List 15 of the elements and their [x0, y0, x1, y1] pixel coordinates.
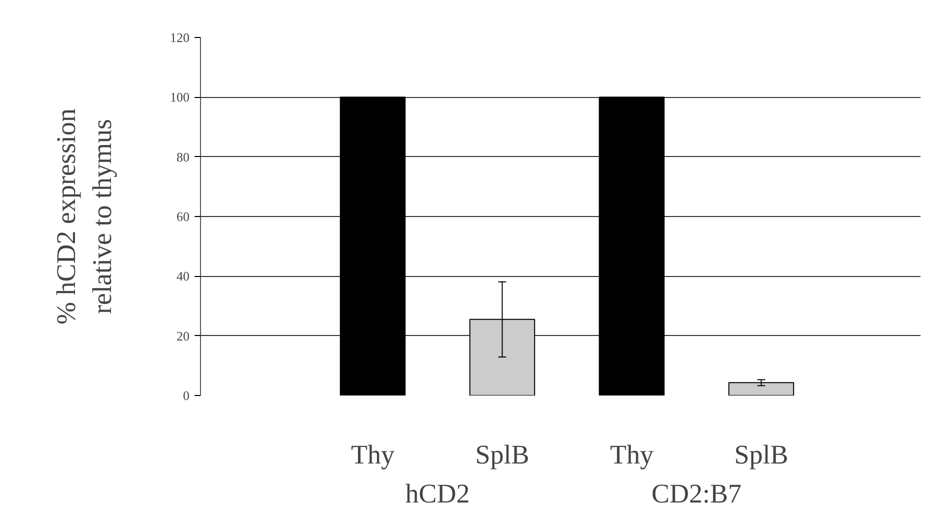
y-tick-label: 60	[176, 209, 190, 224]
text: CD2:B7	[651, 478, 742, 508]
y-tick-label: 100	[170, 90, 190, 105]
y-axis-title: % hCD2 expression relative to thymus	[51, 108, 117, 324]
x-tick-label: Thy	[350, 440, 395, 470]
text: hCD2	[405, 478, 470, 508]
x-tick-label: SplB	[475, 440, 530, 470]
y-tick-label: 120	[170, 30, 190, 45]
y-tick-label: 80	[176, 149, 190, 164]
y-tick-label: 20	[176, 328, 190, 344]
x-tick-label: Thy	[610, 440, 654, 470]
x-tick-label: SplB	[734, 440, 788, 470]
y-tick-label: 40	[176, 268, 190, 284]
y-tick-label: 0	[183, 388, 190, 403]
bar	[728, 382, 794, 396]
